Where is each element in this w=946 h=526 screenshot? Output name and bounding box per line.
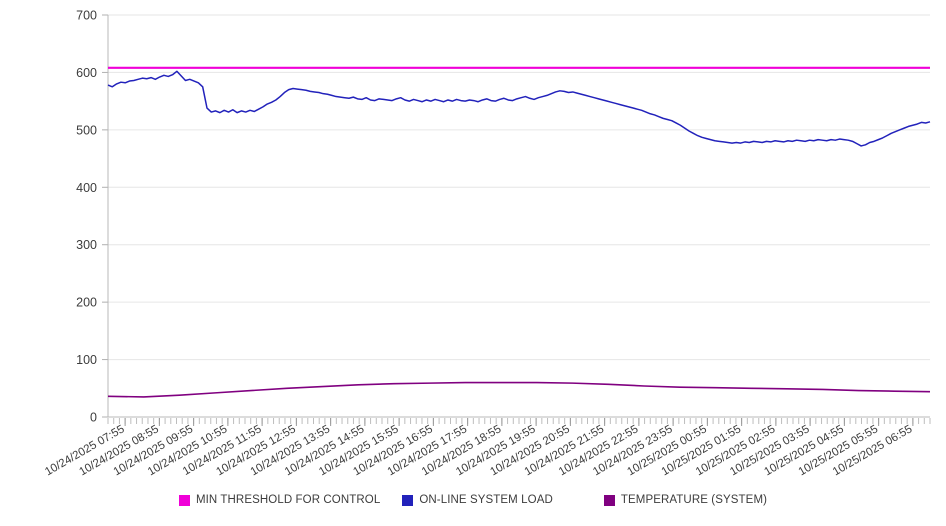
legend-label-min-threshold-for-control: MIN THRESHOLD FOR CONTROL: [195, 494, 381, 506]
y-axis-label: 400: [76, 181, 97, 195]
legend-item-on-line-system-load[interactable]: ON-LINE SYSTEM LOAD: [402, 494, 553, 506]
y-axis-label: 600: [76, 66, 97, 80]
y-axis-label: 500: [76, 123, 97, 137]
y-axis-label: 100: [76, 353, 97, 367]
legend-item-min-threshold-for-control[interactable]: MIN THRESHOLD FOR CONTROL: [178, 494, 381, 506]
legend-swatch-on-line-system-load: [402, 494, 414, 506]
chart-legend: MIN THRESHOLD FOR CONTROL ON-LINE SYSTEM…: [0, 494, 946, 506]
x-minor-ticks: [107, 418, 931, 424]
legend-label-temperature-system: TEMPERATURE (SYSTEM): [620, 494, 768, 506]
series-temperature-system: [107, 381, 931, 398]
series-on-line-system-load: [107, 70, 931, 147]
legend-swatch-min-threshold-for-control: [178, 494, 190, 506]
y-axis-label: 0: [90, 411, 97, 425]
y-axis-label: 300: [76, 238, 97, 252]
legend-label-on-line-system-load: ON-LINE SYSTEM LOAD: [419, 494, 553, 506]
y-gridlines: 0 100 200 300 400 500 600 700: [76, 9, 930, 425]
y-axis-label: 200: [76, 296, 97, 310]
legend-swatch-temperature-system: [603, 494, 615, 506]
y-axis-label: 700: [76, 9, 97, 23]
legend-item-temperature-system[interactable]: TEMPERATURE (SYSTEM): [603, 494, 768, 506]
